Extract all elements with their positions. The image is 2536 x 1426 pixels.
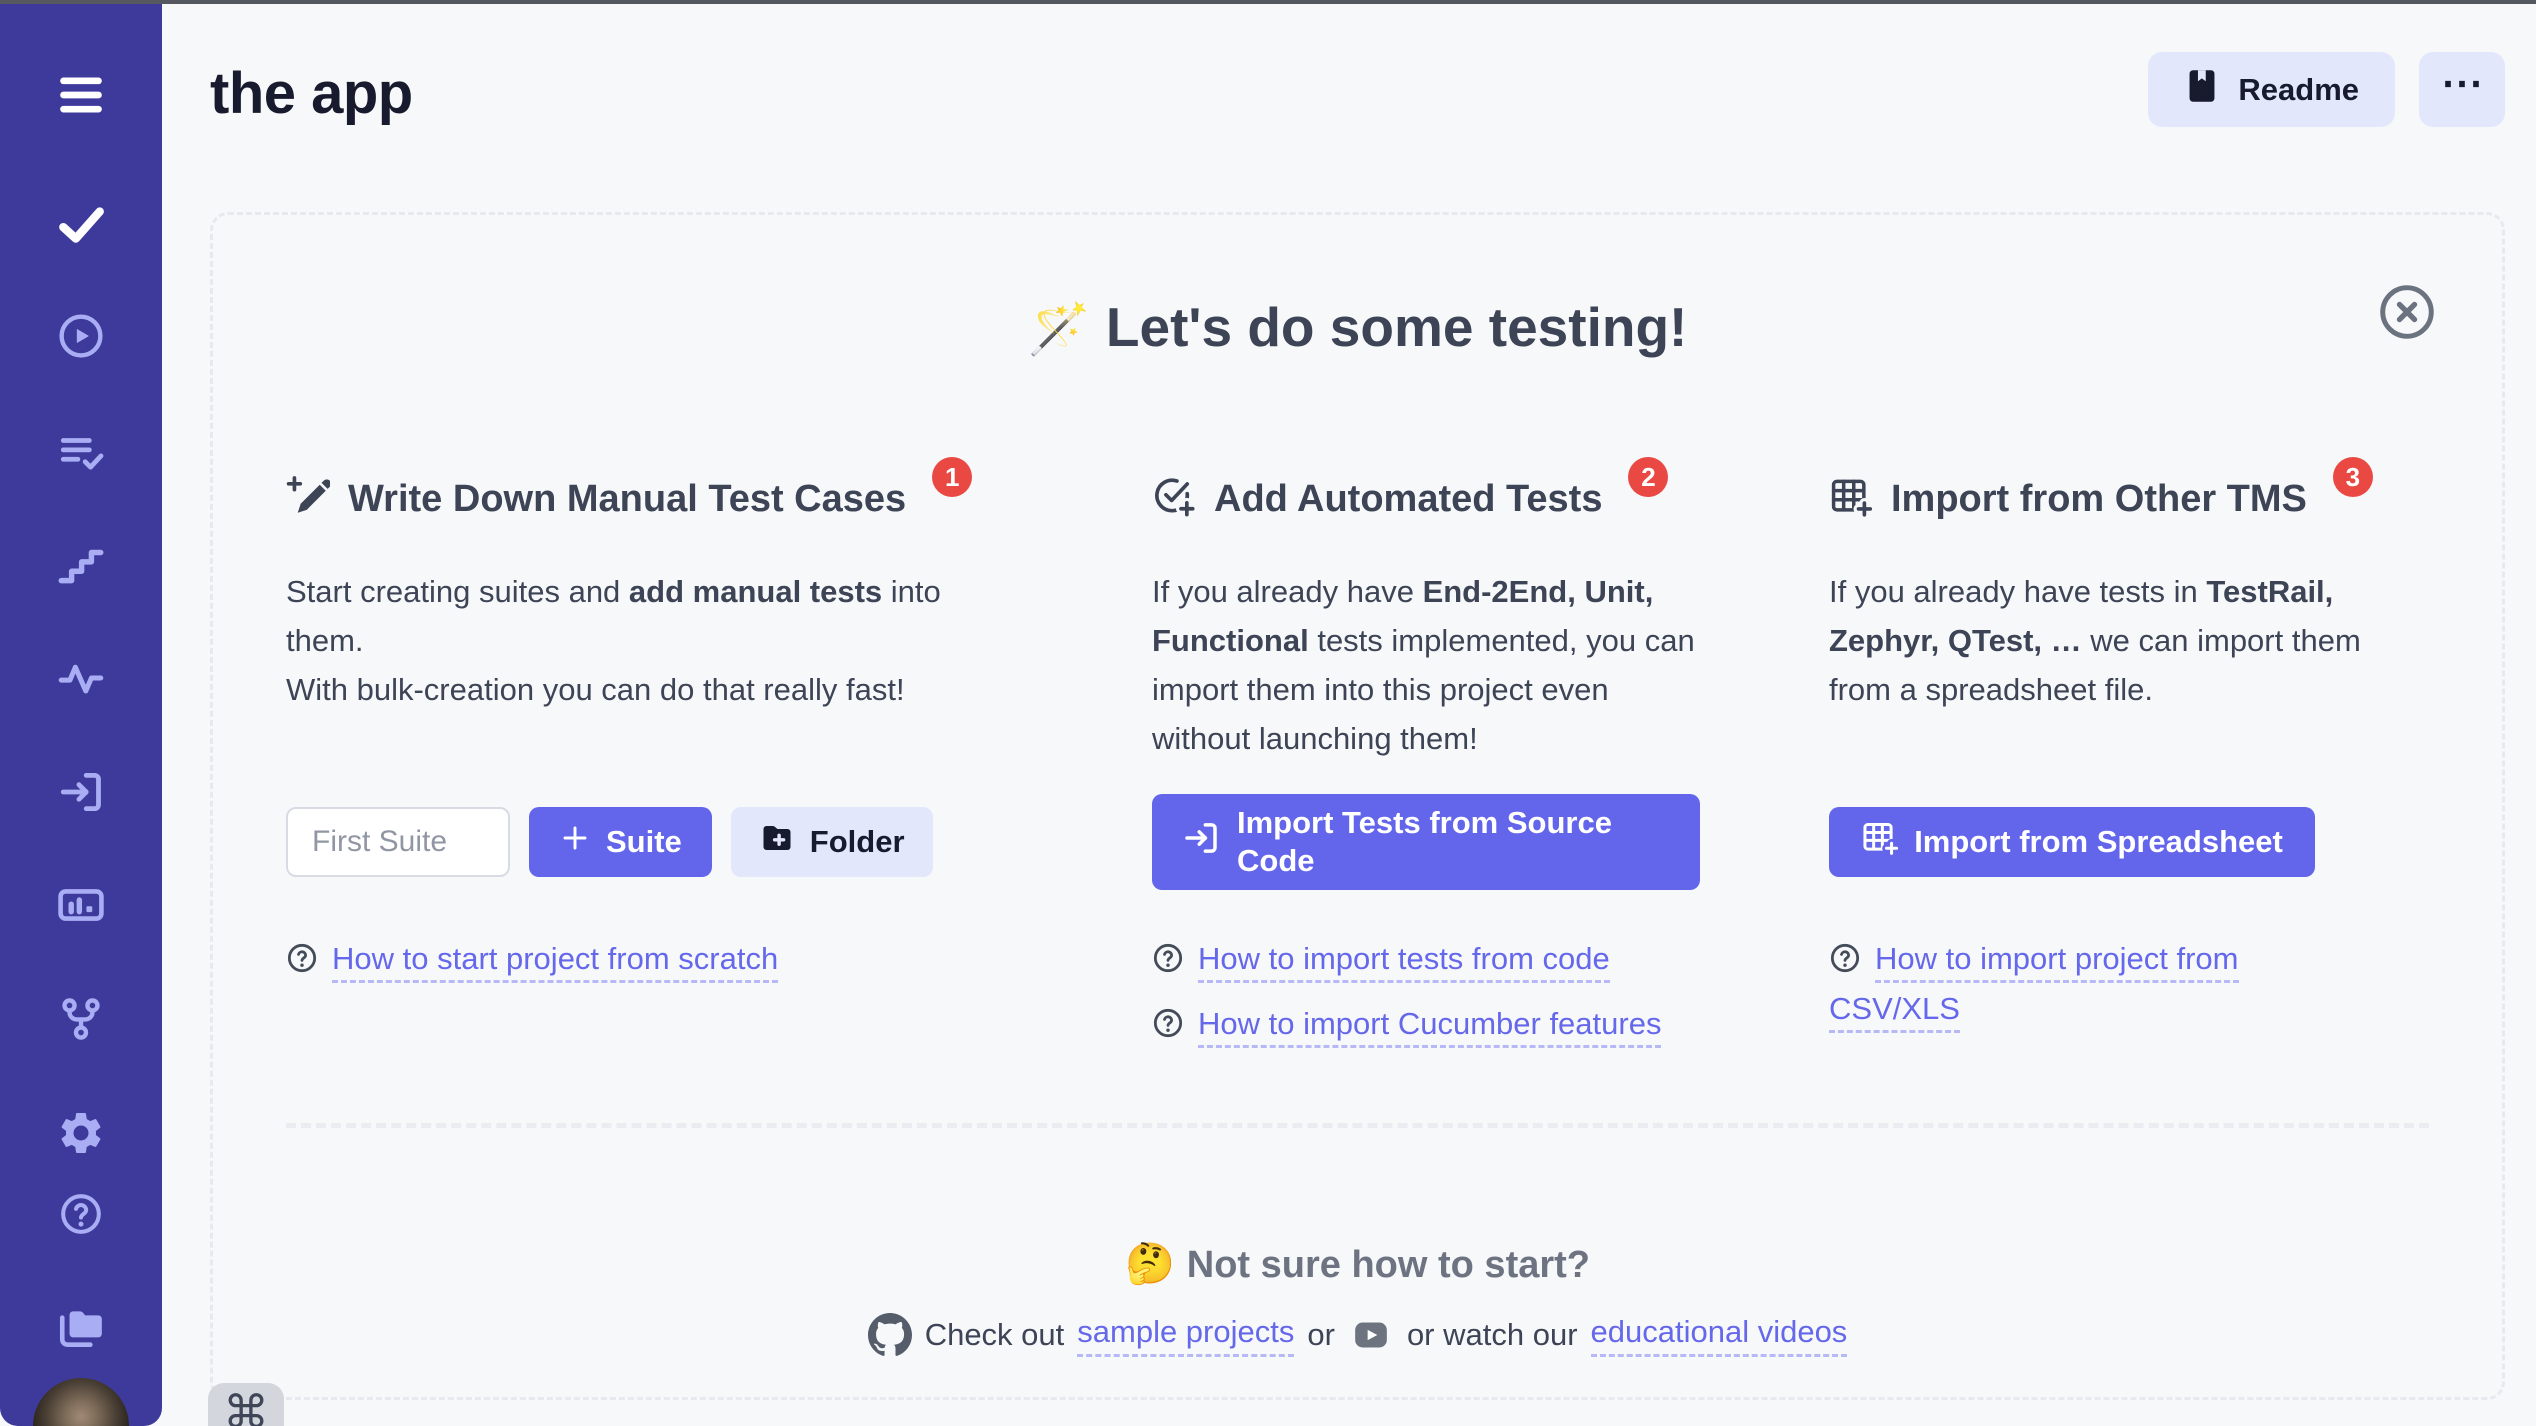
stairs-steps-icon[interactable] xyxy=(0,540,162,590)
add-suite-button[interactable]: Suite xyxy=(529,807,712,877)
command-icon: ⌘ xyxy=(223,1385,269,1426)
more-button[interactable]: ⋯ xyxy=(2419,52,2505,127)
column-description: Start creating suites and add manual tes… xyxy=(286,574,941,707)
book-icon xyxy=(2184,68,2220,112)
question-circle-icon xyxy=(286,939,318,973)
column-description: If you already have tests in TestRail, Z… xyxy=(1829,574,2361,707)
manual-tests-column: Write Down Manual Test Cases 1 Start cre… xyxy=(286,457,973,1123)
table-plus-icon xyxy=(1829,475,1876,524)
page-title: the app xyxy=(210,61,413,126)
footer-line: Check out sample projects or or watch ou… xyxy=(213,1313,2502,1357)
step-badge: 1 xyxy=(932,457,973,497)
question-circle-icon xyxy=(1152,1004,1184,1038)
help-circle-icon[interactable] xyxy=(0,1191,162,1237)
import-source-code-button[interactable]: Import Tests from Source Code xyxy=(1152,794,1700,890)
footer-heading: 🤔 Not sure how to start? xyxy=(1124,1242,1591,1286)
link-start-from-scratch[interactable]: How to start project from scratch xyxy=(332,941,779,983)
keyboard-shortcuts-button[interactable]: ⌘ xyxy=(208,1383,284,1426)
import-code-icon xyxy=(1180,817,1222,867)
github-icon xyxy=(867,1313,912,1357)
add-folder-button[interactable]: Folder xyxy=(730,807,933,877)
import-code-controls: Import Tests from Source Code xyxy=(1152,794,1700,890)
column-links: How to start project from scratch xyxy=(286,934,948,984)
column-heading: Add Automated Tests xyxy=(1214,477,1603,520)
folder-plus-icon xyxy=(759,820,795,864)
step-badge: 2 xyxy=(1628,457,1669,497)
readme-button[interactable]: Readme xyxy=(2148,52,2395,127)
suite-controls: Suite Folder xyxy=(286,807,948,877)
sidebar xyxy=(0,0,162,1426)
first-suite-input[interactable] xyxy=(286,807,510,877)
table-plus-icon xyxy=(1861,819,1902,865)
user-avatar[interactable] xyxy=(33,1378,129,1426)
import-arrow-icon[interactable] xyxy=(0,767,162,817)
step-badge: 3 xyxy=(2332,457,2373,497)
column-heading: Import from Other TMS xyxy=(1891,477,2307,520)
question-circle-icon xyxy=(1152,939,1184,973)
window-top-edge xyxy=(0,0,2536,4)
projects-folders-icon[interactable] xyxy=(0,1302,162,1352)
readme-label: Readme xyxy=(2238,71,2359,107)
column-description: If you already have End-2End, Unit, Func… xyxy=(1152,574,1695,756)
git-fork-icon[interactable] xyxy=(0,994,162,1044)
header-actions: Readme ⋯ xyxy=(2148,52,2505,127)
question-circle-icon xyxy=(1829,939,1861,973)
magic-pen-icon xyxy=(286,475,332,524)
pulse-activity-icon[interactable] xyxy=(0,652,162,702)
page-header: the app Readme ⋯ xyxy=(162,0,2536,127)
column-heading-row: Add Automated Tests 2 xyxy=(1152,457,1700,527)
magic-wand-emoji: 🪄 xyxy=(1027,301,1090,357)
settings-gear-icon[interactable] xyxy=(0,1108,162,1158)
thinking-emoji: 🤔 xyxy=(1124,1242,1175,1286)
analytics-widget-icon[interactable] xyxy=(0,880,162,930)
onboarding-card: 🪄 Let's do some testing! Write Down Manua… xyxy=(210,212,2505,1400)
youtube-icon xyxy=(1348,1315,1394,1355)
onboarding-title: 🪄 Let's do some testing! xyxy=(1027,296,1688,358)
plus-icon xyxy=(559,822,591,862)
ellipsis-icon: ⋯ xyxy=(2441,59,2483,106)
column-links: How to import tests from code How to imp… xyxy=(1152,934,1700,1049)
link-sample-projects[interactable]: sample projects xyxy=(1077,1314,1295,1357)
link-import-tests-from-code[interactable]: How to import tests from code xyxy=(1198,941,1610,983)
close-icon[interactable] xyxy=(2376,281,2438,343)
column-heading-row: Import from Other TMS 3 xyxy=(1829,457,2375,527)
link-import-csv-xls[interactable]: How to import project from CSV/XLS xyxy=(1829,941,2239,1033)
main-content: the app Readme ⋯ 🪄 Let's do some testing! xyxy=(162,0,2536,1426)
link-educational-videos[interactable]: educational videos xyxy=(1590,1314,1848,1357)
play-runs-icon[interactable] xyxy=(0,311,162,361)
section-divider xyxy=(286,1123,2429,1128)
link-import-cucumber-features[interactable]: How to import Cucumber features xyxy=(1198,1006,1662,1048)
hamburger-menu-icon[interactable] xyxy=(0,70,162,120)
column-heading-row: Write Down Manual Test Cases 1 xyxy=(286,457,973,527)
import-tms-column: Import from Other TMS 3 If you already h… xyxy=(1829,457,2375,1123)
import-spreadsheet-button[interactable]: Import from Spreadsheet xyxy=(1829,807,2315,877)
column-links: How to import project from CSV/XLS xyxy=(1829,934,2375,1034)
import-spreadsheet-controls: Import from Spreadsheet xyxy=(1829,807,2375,877)
list-check-plans-icon[interactable] xyxy=(0,428,162,478)
check-circle-plus-icon xyxy=(1152,475,1198,524)
automated-tests-column: Add Automated Tests 2 If you already hav… xyxy=(1152,457,1700,1123)
check-tests-icon[interactable] xyxy=(0,199,162,249)
column-heading: Write Down Manual Test Cases xyxy=(348,477,907,520)
onboarding-columns: Write Down Manual Test Cases 1 Start cre… xyxy=(213,457,2502,1123)
